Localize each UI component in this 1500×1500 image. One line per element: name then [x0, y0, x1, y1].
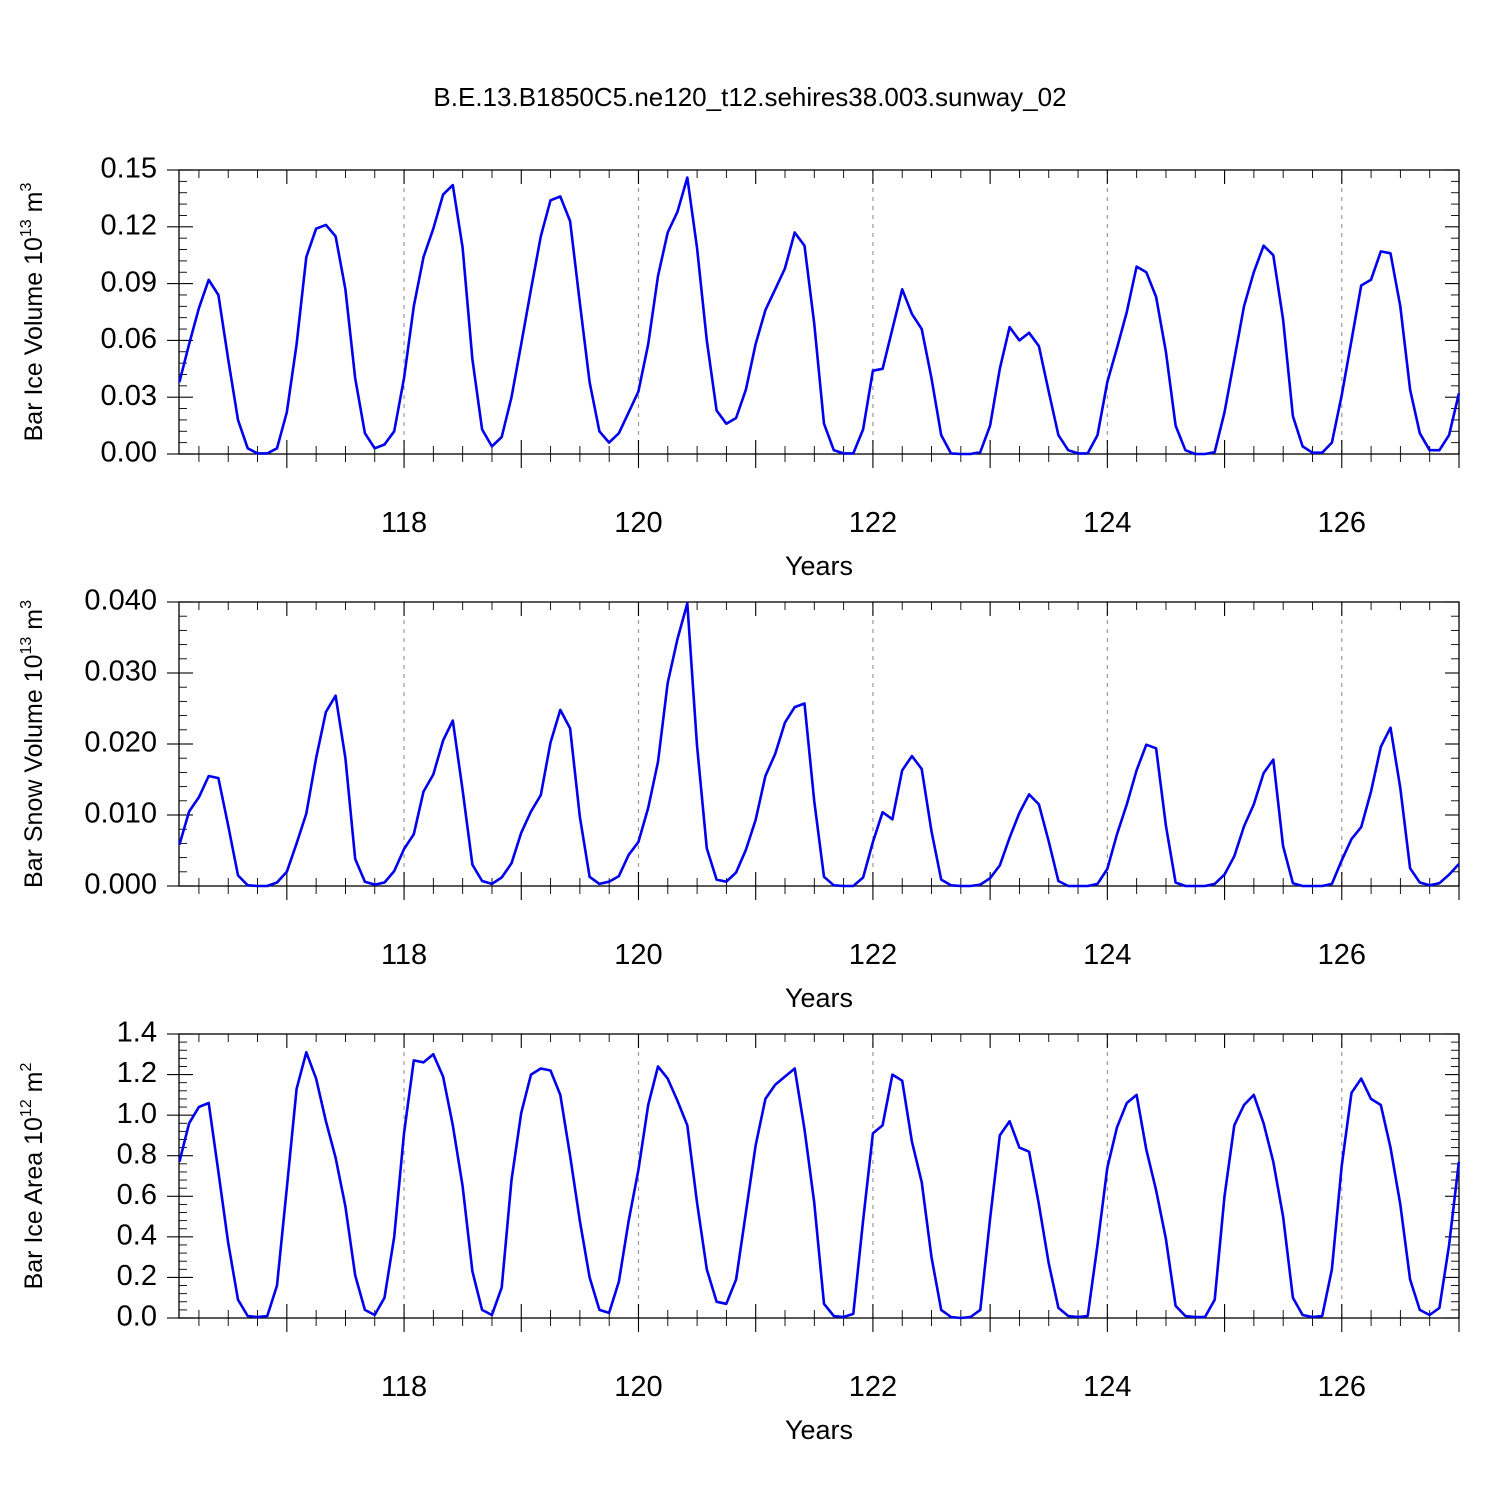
y-axis-label: Bar Snow Volume 1013 m3 [18, 600, 48, 888]
x-tick-label: 122 [849, 1371, 897, 1403]
plot-frame [178, 601, 1460, 887]
x-tick-label: 122 [849, 939, 897, 971]
x-tick-label: 126 [1318, 1371, 1366, 1403]
y-tick-label: 0.4 [117, 1220, 157, 1252]
y-tick-label: 0.12 [101, 209, 157, 241]
x-tick-label: 124 [1083, 1371, 1131, 1403]
x-tick-label: 118 [381, 507, 427, 539]
y-tick-label: 0.6 [117, 1179, 157, 1211]
panel-ice-volume: 0.00 0.03 0.06 0.09 0.12 0.15 118 120 122 124 126 Y… [18, 153, 1461, 581]
x-tick-label: 120 [614, 939, 662, 971]
x-tick-label: 118 [381, 1371, 427, 1403]
x-tick-label: 126 [1318, 939, 1366, 971]
series-line-snow-volume [178, 602, 1460, 888]
x-tick-label: 126 [1318, 507, 1366, 539]
y-tick-label: 0.010 [84, 798, 157, 830]
x-tick-label: 122 [849, 507, 897, 539]
y-tick-label: 0.09 [101, 266, 157, 298]
x-axis-label: Years [785, 551, 853, 581]
y-tick-label: 1.4 [117, 1017, 157, 1049]
y-axis-label: Bar Ice Area 1012 m2 [18, 1063, 48, 1290]
chart-title: B.E.13.B1850C5.ne120_t12.sehires38.003.s… [433, 82, 1066, 112]
x-axis-label: Years [785, 1415, 853, 1445]
y-tick-label: 0.030 [84, 656, 157, 688]
y-tick-label: 0.020 [84, 727, 157, 759]
y-tick-label: 1.2 [117, 1057, 157, 1089]
y-tick-label: 0.0 [117, 1301, 157, 1333]
y-axis-label: Bar Ice Volume 1013 m3 [18, 183, 48, 442]
x-tick-label: 120 [614, 507, 662, 539]
series-line-ice-area [178, 1051, 1461, 1320]
x-axis-label: Years [785, 983, 853, 1013]
y-tick-label: 0.040 [84, 585, 157, 617]
y-tick-label: 0.03 [101, 380, 157, 412]
plot-frame [178, 1033, 1460, 1319]
panel-snow-volume: 0.000 0.010 0.020 0.030 0.040 118 120 122 124 126… [18, 585, 1460, 1013]
x-tick-label: 124 [1083, 939, 1131, 971]
y-tick-label: 0.15 [101, 153, 157, 185]
y-tick-label: 0.2 [117, 1260, 157, 1292]
y-tick-label: 0.00 [101, 437, 157, 469]
y-tick-label: 1.0 [117, 1098, 157, 1130]
plot-frame [178, 169, 1460, 455]
y-tick-label: 0.06 [101, 323, 157, 355]
series-line-ice-volume [178, 176, 1461, 456]
y-tick-label: 0.8 [117, 1138, 157, 1170]
x-tick-label: 118 [381, 939, 427, 971]
panel-ice-area: 0.0 0.2 0.4 0.6 0.8 1.0 1.2 1.4 118 120 122 124 126 Y… [18, 1017, 1461, 1445]
x-tick-label: 124 [1083, 507, 1131, 539]
x-tick-label: 120 [614, 1371, 662, 1403]
y-tick-label: 0.000 [84, 869, 157, 901]
